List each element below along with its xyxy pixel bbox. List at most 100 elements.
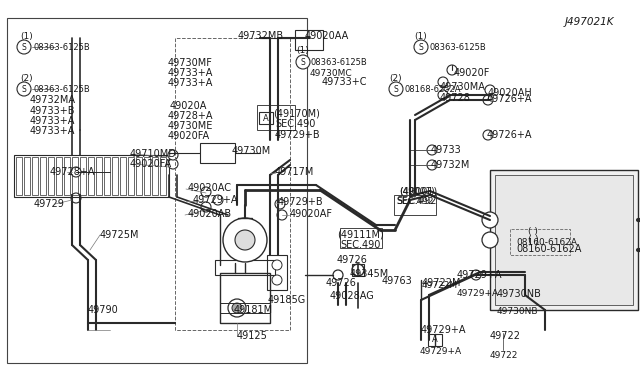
Text: 49733+A: 49733+A — [30, 126, 76, 136]
Bar — [340, 228, 382, 248]
Bar — [24, 157, 30, 195]
Bar — [14, 155, 169, 197]
Text: 49730MF: 49730MF — [168, 58, 213, 68]
Circle shape — [228, 299, 246, 317]
Text: 49020AA: 49020AA — [305, 31, 349, 41]
Text: (49170M): (49170M) — [273, 108, 320, 118]
Bar — [352, 264, 364, 276]
Bar — [144, 157, 150, 195]
Text: A: A — [263, 113, 269, 122]
Circle shape — [277, 210, 287, 220]
Circle shape — [275, 199, 285, 209]
Text: 49732MB: 49732MB — [238, 31, 284, 41]
Text: 49729+B: 49729+B — [278, 197, 324, 207]
Bar — [112, 157, 118, 195]
Circle shape — [223, 218, 267, 262]
Text: (49001): (49001) — [399, 186, 437, 196]
Bar — [220, 273, 270, 323]
Bar — [88, 157, 94, 195]
Text: (1): (1) — [20, 32, 33, 41]
Bar — [152, 157, 158, 195]
Circle shape — [235, 230, 255, 250]
Bar — [104, 157, 110, 195]
Circle shape — [296, 55, 310, 69]
Circle shape — [352, 264, 364, 276]
Text: 49733+A: 49733+A — [30, 116, 76, 126]
Circle shape — [17, 40, 31, 54]
Text: 49730NB: 49730NB — [497, 308, 538, 317]
Text: S: S — [22, 84, 26, 93]
Bar — [96, 157, 102, 195]
Bar — [160, 157, 166, 195]
Bar — [257, 105, 295, 130]
Text: 49730MC: 49730MC — [310, 68, 353, 77]
Text: 49733: 49733 — [431, 145, 461, 155]
Text: 49726: 49726 — [326, 278, 357, 288]
Bar — [16, 157, 22, 195]
Text: 49345M: 49345M — [350, 269, 389, 279]
Text: 49730ME: 49730ME — [168, 121, 213, 131]
Text: 49725M: 49725M — [100, 230, 140, 240]
Bar — [48, 157, 54, 195]
Bar — [267, 255, 287, 290]
Circle shape — [534, 238, 546, 250]
Text: (2): (2) — [20, 74, 33, 83]
Text: 49729+A: 49729+A — [193, 195, 239, 205]
Text: A: A — [432, 336, 438, 344]
Bar — [56, 157, 62, 195]
Bar — [7, 18, 307, 363]
Text: 49020F: 49020F — [454, 68, 490, 78]
Text: 49732MA: 49732MA — [30, 95, 76, 105]
Text: (1): (1) — [415, 32, 428, 41]
Text: 49733+C: 49733+C — [322, 77, 367, 87]
Bar — [295, 30, 323, 50]
Text: 49729+A: 49729+A — [421, 325, 467, 335]
Circle shape — [168, 150, 178, 160]
Text: 49722: 49722 — [490, 350, 518, 359]
Text: SEC.490: SEC.490 — [275, 119, 316, 129]
Circle shape — [427, 145, 437, 155]
Text: 08160-6162A: 08160-6162A — [516, 237, 577, 247]
Text: 49733+A: 49733+A — [168, 68, 213, 78]
Circle shape — [482, 232, 498, 248]
Text: 49729+A: 49729+A — [457, 289, 499, 298]
Bar — [128, 157, 134, 195]
Text: 08160-6162A: 08160-6162A — [516, 244, 581, 254]
Text: 49726: 49726 — [337, 255, 368, 265]
Circle shape — [438, 77, 448, 87]
Text: 08363-6125B: 08363-6125B — [311, 58, 368, 67]
Text: 49020AH: 49020AH — [488, 88, 532, 98]
Text: ( ): ( ) — [528, 234, 539, 244]
Bar — [72, 157, 78, 195]
Text: 49726+A: 49726+A — [487, 130, 532, 140]
Text: 49733+B: 49733+B — [30, 106, 76, 116]
Circle shape — [232, 303, 242, 313]
Text: 49730M: 49730M — [232, 146, 271, 156]
Circle shape — [272, 275, 282, 285]
Text: ( ): ( ) — [528, 227, 538, 235]
Text: S: S — [22, 42, 26, 51]
Text: J497021K: J497021K — [565, 17, 614, 27]
Bar — [80, 157, 86, 195]
Text: 49730NB: 49730NB — [497, 289, 542, 299]
Text: 49763: 49763 — [382, 276, 413, 286]
Circle shape — [333, 270, 343, 280]
Circle shape — [272, 260, 282, 270]
Circle shape — [168, 159, 178, 169]
Text: 49020FA: 49020FA — [130, 159, 172, 169]
Text: (1): (1) — [296, 45, 309, 55]
Text: 49733+A: 49733+A — [168, 78, 213, 88]
Text: 49728: 49728 — [440, 93, 471, 103]
Circle shape — [549, 238, 561, 250]
Bar — [495, 175, 633, 305]
Text: 08363-6125B: 08363-6125B — [33, 84, 90, 93]
Circle shape — [213, 195, 223, 205]
Bar — [120, 157, 126, 195]
Text: 49729+A: 49729+A — [420, 347, 462, 356]
Text: 49730MA: 49730MA — [440, 82, 486, 92]
Text: 49020AF: 49020AF — [290, 209, 333, 219]
Bar — [40, 157, 46, 195]
Bar — [428, 334, 442, 346]
Text: SEC.492: SEC.492 — [396, 196, 436, 206]
Text: 49732M: 49732M — [431, 160, 470, 170]
